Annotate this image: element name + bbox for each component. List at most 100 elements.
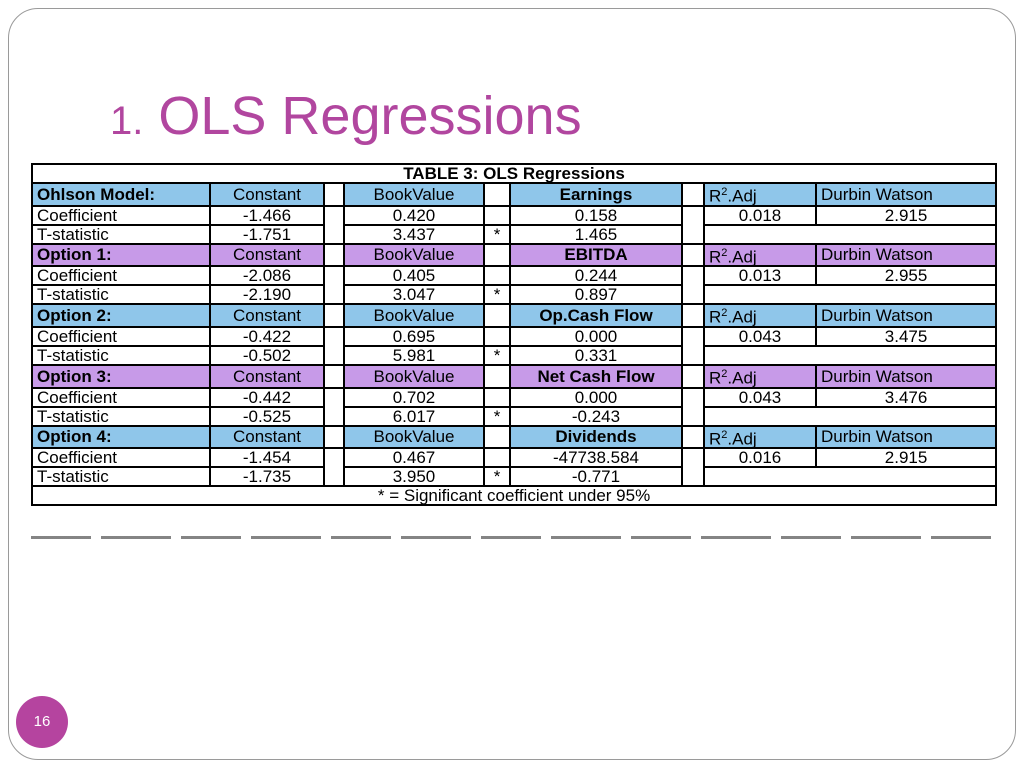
tstat-bookvalue: 3.047 [343,284,485,306]
header-durbin-watson: Durbin Watson [814,363,997,389]
coef-constant: -0.442 [209,386,325,408]
row-label-tstat: T-statistic [31,284,211,306]
table-footnote: * = Significant coefficient under 95% [31,485,997,507]
gap-cell [323,204,345,245]
cropped-text-line [31,536,997,539]
row-label-tstat: T-statistic [31,405,211,427]
r2-suffix: .Adj [727,247,757,267]
model-name: Option 1: [31,242,211,268]
gap-cell [323,182,345,207]
gap-cell [681,325,705,366]
coef-bookvalue: 0.702 [343,386,485,408]
gap-cell [681,242,705,268]
tstat-row: T-statistic -0.502 5.981 * 0.331 [31,344,997,366]
coef-bookvalue: 0.467 [343,447,485,469]
title-number: 1. [110,99,144,143]
coef-r2-adj: 0.016 [703,447,817,469]
gap-cell [483,424,511,450]
row-label-coefficient: Coefficient [31,325,211,347]
gap-cell [681,182,705,207]
coef-durbin-watson: 3.475 [814,325,997,347]
header-durbin-watson: Durbin Watson [814,303,997,328]
model-header-row: Option 4: Constant BookValue Dividends R2.Ad… [31,424,997,450]
r2-letter: R [709,186,722,206]
gap-cell [681,386,705,427]
tstat-row: T-statistic -1.751 3.437 * 1.465 [31,223,997,245]
coef-variable: 0.000 [509,325,683,347]
header-constant: Constant [209,182,325,207]
tstat-row: T-statistic -1.735 3.950 * -0.771 [31,466,997,488]
gap-cell [681,447,705,488]
r2-letter: R [709,429,722,449]
coef-constant: -2.086 [209,265,325,287]
gap-cell [483,386,511,408]
coefficient-row: Coefficient -1.454 0.467 -47738.584 0.016 2.9… [31,447,997,488]
r2-superscript: 2 [721,246,728,259]
coef-bookvalue: 0.405 [343,265,485,287]
r2-suffix: .Adj [727,429,757,449]
header-r2-adj: R2.Adj [703,242,817,268]
gap-cell [323,242,345,268]
r2-suffix: .Adj [727,368,757,388]
model-name: Ohlson Model: [31,182,211,207]
r2-superscript: 2 [721,186,728,198]
gap-cell [323,265,345,306]
header-variable: EBITDA [509,242,683,268]
header-bookvalue: BookValue [343,424,485,450]
tstat-variable: -0.771 [509,466,683,488]
row-label-coefficient: Coefficient [31,204,211,226]
tstat-row: T-statistic -2.190 3.047 * 0.897 [31,284,997,306]
gap-cell [681,204,705,245]
gap-cell [483,204,511,226]
header-constant: Constant [209,303,325,328]
header-r2-adj: R2.Adj [703,303,817,328]
coef-r2-adj: 0.043 [703,386,817,408]
empty-cell [702,466,997,488]
coef-durbin-watson: 2.915 [814,447,997,469]
tstat-variable: 0.331 [509,344,683,366]
significance-marker: * [483,405,511,427]
tstat-constant: -1.751 [209,223,325,245]
model-header-row: Ohlson Model: Constant BookValue Earnings R2… [31,182,997,207]
coefficient-row: Coefficient -0.422 0.695 0.000 0.043 3.475 [31,325,997,366]
coef-r2-adj: 0.013 [703,265,817,287]
gap-cell [681,363,705,389]
r2-suffix: .Adj [727,307,757,327]
header-r2-adj: R2.Adj [703,424,817,450]
tstat-constant: -0.502 [209,344,325,366]
header-r2-adj: R2.Adj [703,363,817,389]
r2-superscript: 2 [721,428,728,441]
r2-superscript: 2 [721,367,728,380]
footnote-row: * = Significant coefficient under 95% [31,485,997,507]
title-text: OLS Regressions [158,86,582,146]
significance-marker: * [483,284,511,306]
gap-cell [483,265,511,287]
row-label-tstat: T-statistic [31,344,211,366]
coef-durbin-watson: 3.476 [814,386,997,408]
tstat-bookvalue: 6.017 [343,405,485,427]
gap-cell [681,265,705,306]
model-header-row: Option 3: Constant BookValue Net Cash Flow R… [31,363,997,389]
r2-suffix: .Adj [727,186,757,206]
tstat-bookvalue: 5.981 [343,344,485,366]
coefficient-row: Coefficient -0.442 0.702 0.000 0.043 3.476 [31,386,997,427]
coef-variable: 0.158 [509,204,683,226]
header-bookvalue: BookValue [343,363,485,389]
coef-variable: -47738.584 [509,447,683,469]
header-constant: Constant [209,242,325,268]
r2-superscript: 2 [721,307,728,320]
gap-cell [483,242,511,268]
r2-letter: R [709,368,722,388]
header-variable: Op.Cash Flow [509,303,683,328]
gap-cell [323,424,345,450]
gap-cell [681,303,705,328]
tstat-bookvalue: 3.950 [343,466,485,488]
tstat-row: T-statistic -0.525 6.017 * -0.243 [31,405,997,427]
tstat-constant: -0.525 [209,405,325,427]
gap-cell [483,303,511,328]
header-bookvalue: BookValue [343,242,485,268]
row-label-coefficient: Coefficient [31,265,211,287]
coef-bookvalue: 0.420 [343,204,485,226]
coef-constant: -1.466 [209,204,325,226]
tstat-bookvalue: 3.437 [343,223,485,245]
